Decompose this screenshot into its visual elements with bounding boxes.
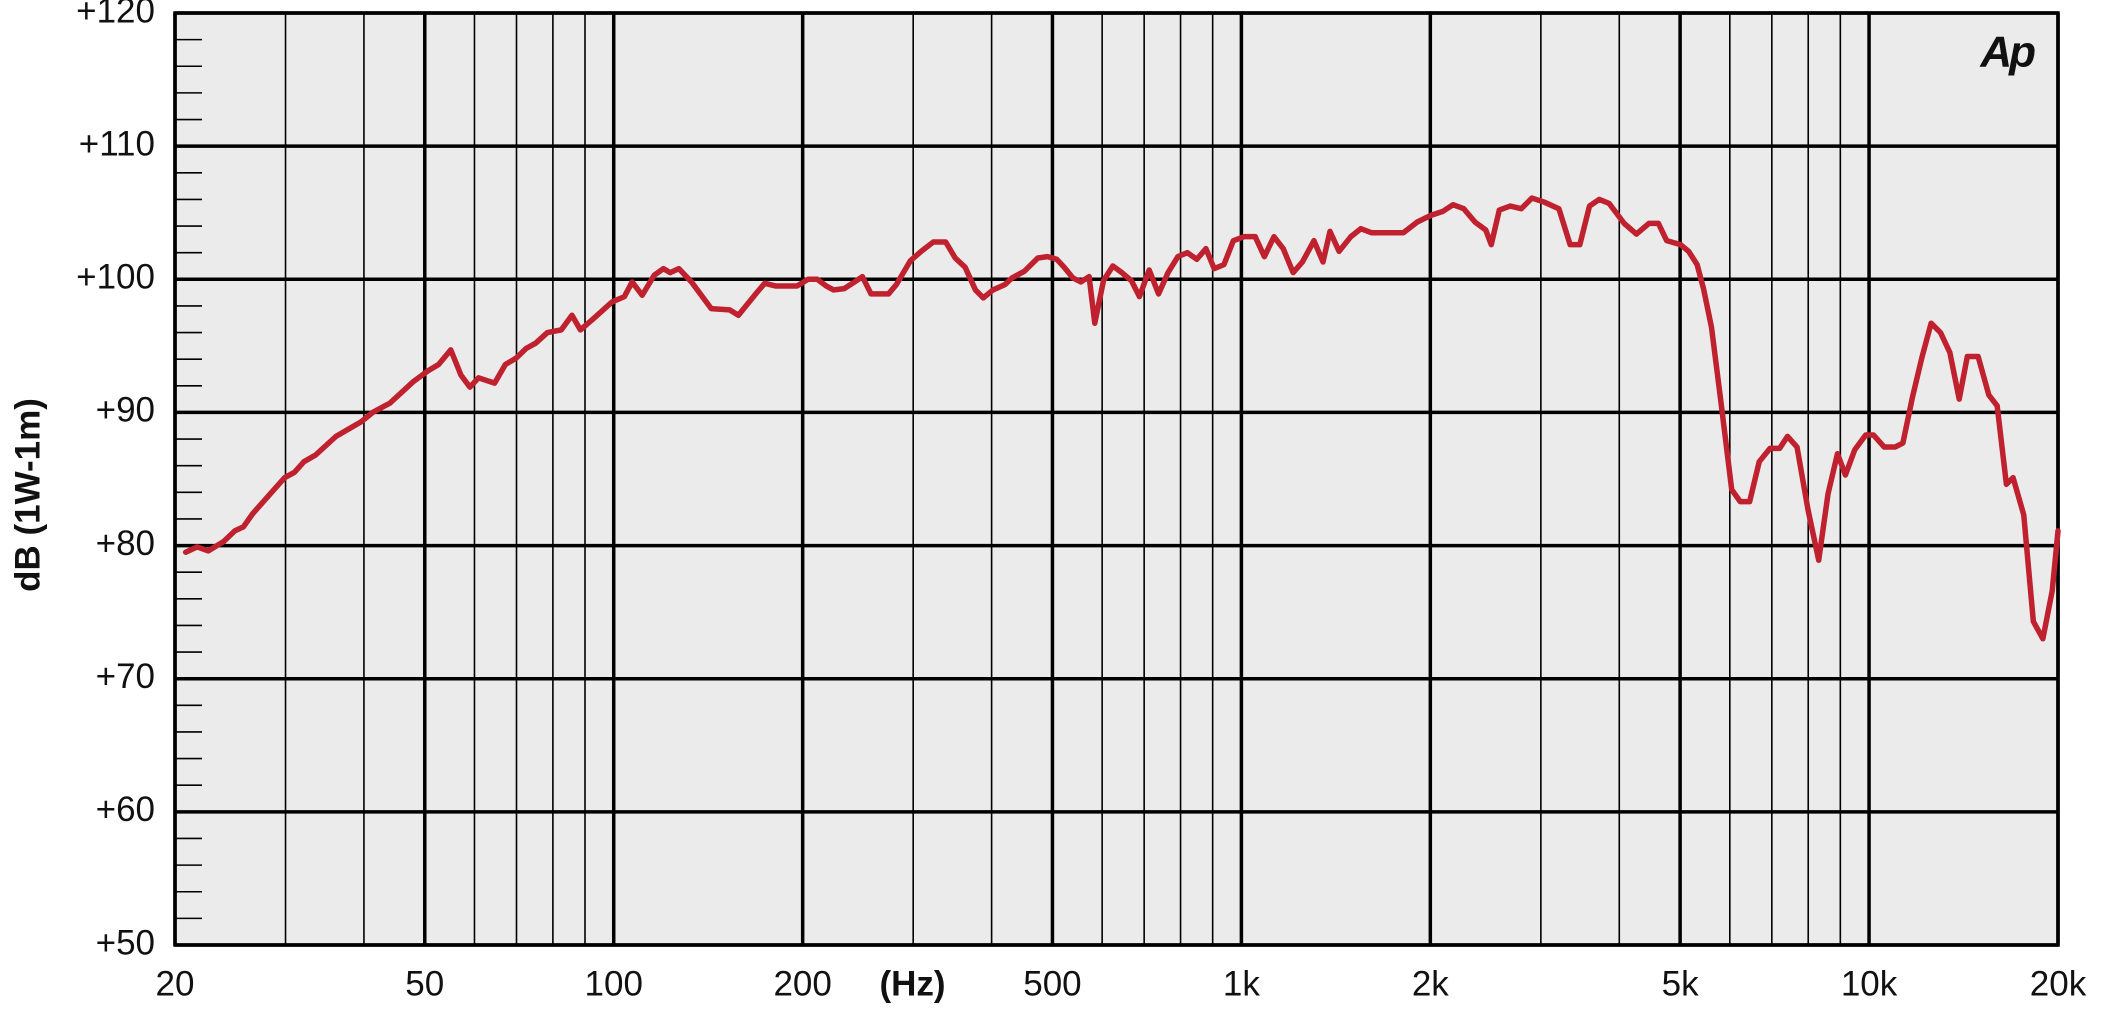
y-tick-label: +70 xyxy=(96,657,155,696)
x-tick-label: 20k xyxy=(2030,964,2087,1003)
response-curve xyxy=(182,195,2061,642)
y-tick-label: +60 xyxy=(96,790,155,829)
y-tick-label: +100 xyxy=(76,258,155,297)
x-tick-label: 10k xyxy=(1841,964,1898,1003)
logo: Ap xyxy=(1979,28,2035,77)
x-tick-label: 20 xyxy=(156,964,195,1003)
x-tick-label: 1k xyxy=(1223,964,1260,1003)
x-tick-label: 2k xyxy=(1412,964,1449,1003)
y-tick-label: +110 xyxy=(79,124,155,163)
x-axis-title: (Hz) xyxy=(880,964,946,1003)
y-tick-label: +50 xyxy=(96,923,155,962)
y-tick-label: +80 xyxy=(96,524,155,563)
plot-frame xyxy=(173,11,2060,947)
x-tick-label: 5k xyxy=(1662,964,1699,1003)
x-tick-label: 100 xyxy=(585,964,643,1003)
y-tick-label: +120 xyxy=(76,0,155,30)
y-tick-label: +90 xyxy=(96,391,155,430)
x-tick-label: 200 xyxy=(773,964,831,1003)
x-tick-label: 500 xyxy=(1023,964,1081,1003)
plot-background xyxy=(175,13,2058,945)
x-tick-label: 50 xyxy=(405,964,444,1003)
y-axis-title: dB (1W-1m) xyxy=(8,398,47,592)
